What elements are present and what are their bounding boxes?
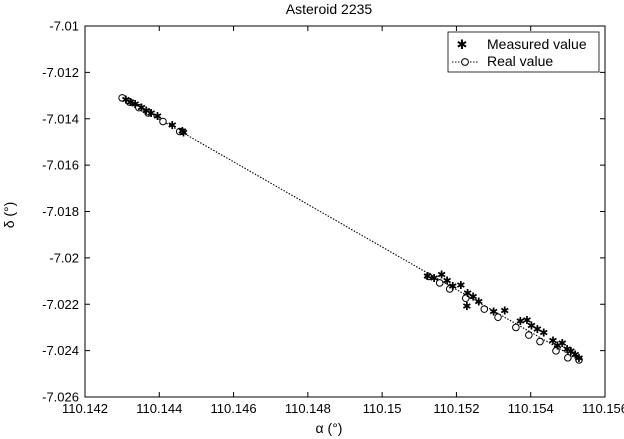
x-tick-label: 110.15 xyxy=(363,401,402,416)
measured-value-point: ✱ xyxy=(456,280,465,292)
x-axis-label: α (°) xyxy=(316,420,343,436)
x-tick-label: 110.148 xyxy=(285,401,331,416)
plot-area xyxy=(84,25,606,398)
real-value-point xyxy=(461,294,470,303)
legend-label-real: Real value xyxy=(487,53,553,69)
measured-value-point: ✱ xyxy=(142,105,151,117)
real-value-point xyxy=(536,337,544,346)
real-value-point xyxy=(494,313,502,322)
real-value-point xyxy=(435,279,444,287)
measured-value-point: ✱ xyxy=(527,321,536,333)
y-axis-label: δ (°) xyxy=(1,202,17,229)
measured-value-point: ✱ xyxy=(548,336,557,348)
y-tick-label: -7.012 xyxy=(42,65,79,80)
measured-value-point: ✱ xyxy=(469,292,478,304)
measured-value-point: ✱ xyxy=(571,350,580,362)
measured-value-point: ✱ xyxy=(153,111,162,123)
measured-value-point: ✱ xyxy=(533,324,542,336)
y-tick-label: -7.018 xyxy=(42,204,79,219)
x-tick-label: 110.142 xyxy=(62,401,108,416)
y-tick-label: -7.016 xyxy=(42,158,79,173)
real-value-point xyxy=(125,98,134,106)
legend-marker-measured: ✱ xyxy=(457,37,468,52)
real-value-point xyxy=(135,103,143,112)
measured-value-point: ✱ xyxy=(474,296,483,308)
x-tick-label: 110.144 xyxy=(136,401,182,416)
measured-value-point: ✱ xyxy=(566,346,575,358)
real-value-point xyxy=(118,94,126,102)
legend-marker-real xyxy=(461,58,469,66)
measured-value-point: ✱ xyxy=(574,353,583,365)
measured-value-point: ✱ xyxy=(443,275,452,287)
measured-value-point: ✱ xyxy=(126,97,135,109)
measured-value-point: ✱ xyxy=(168,120,177,132)
y-tick-label: -7.024 xyxy=(42,343,79,358)
measured-value-point: ✱ xyxy=(563,344,572,356)
real-value-point xyxy=(175,127,184,136)
real-value-point xyxy=(525,331,533,339)
measured-value-point: ✱ xyxy=(121,95,130,107)
real-value-series xyxy=(118,94,583,364)
measured-value-point: ✱ xyxy=(489,307,498,319)
measured-value-point: ✱ xyxy=(500,306,509,318)
real-value-point xyxy=(564,354,572,362)
real-value-point xyxy=(159,117,167,126)
y-tick-label: -7.022 xyxy=(42,297,79,312)
x-tick-label: 110.146 xyxy=(211,401,257,416)
y-tick-label: -7.026 xyxy=(42,390,79,405)
y-tick-label: -7.02 xyxy=(49,250,79,265)
x-tick-label: 110.154 xyxy=(508,401,554,416)
real-value-point xyxy=(445,285,454,293)
real-value-line xyxy=(121,97,580,361)
measured-value-series: ✱✱✱✱✱✱✱✱ ✱✱✱✱✱✱✱✱✱✱✱ ✱✱ ✱✱✱✱✱✱✱✱✱✱✱✱✱ xyxy=(121,95,583,366)
legend-box xyxy=(447,31,600,73)
y-tick-label: -7.01 xyxy=(49,19,79,34)
real-value-trend-line xyxy=(121,97,580,361)
measured-value-point: ✱ xyxy=(516,316,525,328)
chart-title: Asteroid 2235 xyxy=(286,1,373,17)
x-tick-label: 110.156 xyxy=(582,401,624,416)
x-axis: 110.142 110.144 110.146 110.148 110.15 110.15… xyxy=(62,26,624,416)
measured-value-point: ✱ xyxy=(423,271,432,283)
y-tick-label: -7.014 xyxy=(42,111,79,126)
measured-value-point: ✱ xyxy=(147,108,156,120)
measured-value-point: ✱ xyxy=(553,340,562,352)
measured-value-point: ✱ xyxy=(131,99,140,111)
y-axis: -7.01 -7.012 -7.014 -7.016 -7.018 -7.02 -7.022… xyxy=(42,19,605,405)
real-value-point xyxy=(424,272,433,281)
measured-value-point: ✱ xyxy=(179,128,188,140)
legend-label-measured: Measured value xyxy=(487,36,587,52)
legend: ✱ Measured value Real value xyxy=(447,31,600,73)
real-value-point xyxy=(552,347,560,355)
measured-value-point: ✱ xyxy=(437,270,446,282)
measured-value-point: ✱ xyxy=(430,273,439,285)
real-value-point xyxy=(512,323,520,332)
measured-value-point: ✱ xyxy=(448,281,457,293)
measured-value-point: ✱ xyxy=(178,126,187,138)
measured-value-point: ✱ xyxy=(558,338,567,350)
measured-value-point: ✱ xyxy=(137,103,146,115)
real-value-point xyxy=(144,109,152,117)
real-value-point xyxy=(480,305,489,313)
measured-value-point: ✱ xyxy=(463,288,472,300)
x-tick-label: 110.152 xyxy=(433,401,479,416)
measured-value-point: ✱ xyxy=(539,328,548,340)
real-value-point xyxy=(575,356,583,364)
measured-value-point: ✱ xyxy=(522,315,531,327)
measured-value-point: ✱ xyxy=(462,301,471,313)
